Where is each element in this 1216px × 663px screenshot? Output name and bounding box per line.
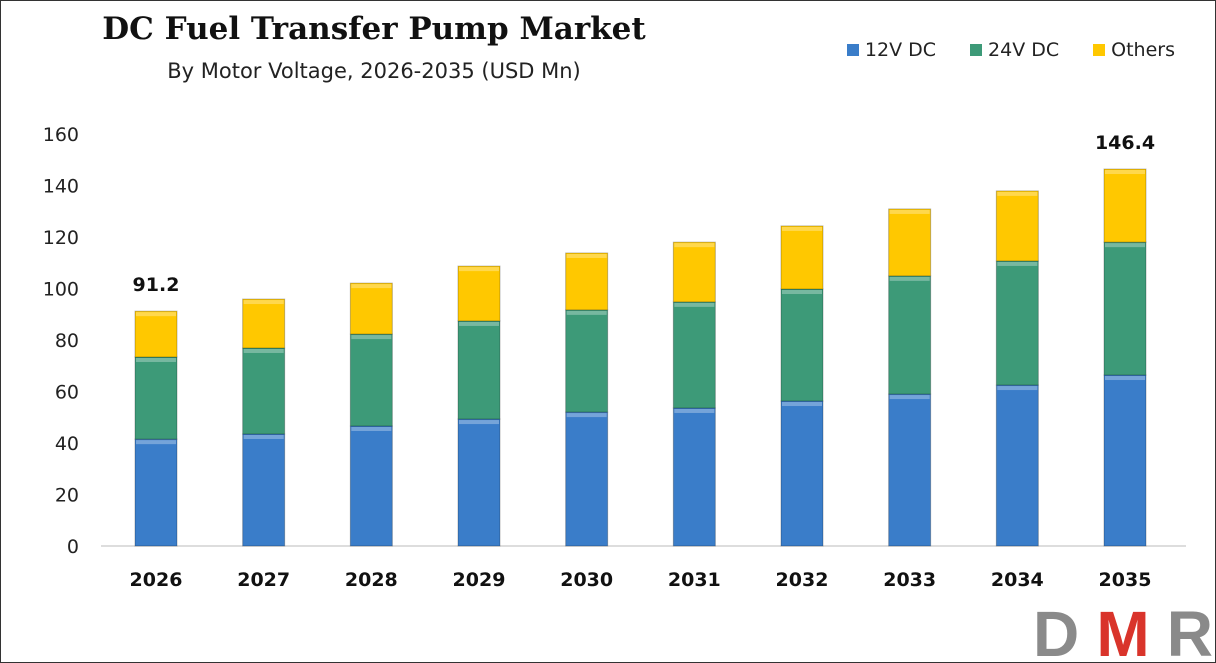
legend-item-24v: 24V DC <box>970 39 1059 61</box>
bar-bevel <box>889 276 930 281</box>
bar-segment-others <box>242 298 286 349</box>
bar-segment-24v-dc <box>349 333 393 427</box>
bar-bevel <box>889 395 930 400</box>
y-tick-label: 100 <box>43 279 79 301</box>
x-tick-label: 2027 <box>237 569 290 591</box>
bar-segment-12v-dc <box>888 393 932 547</box>
bar-segment-others <box>780 225 824 290</box>
legend-label: Others <box>1111 39 1175 61</box>
bar-segment-12v-dc <box>457 418 501 547</box>
bar-segment-24v-dc <box>1103 241 1147 376</box>
x-tick-label: 2026 <box>130 569 183 591</box>
y-tick-label: 160 <box>43 124 79 146</box>
bar-segment-24v-dc <box>565 309 609 413</box>
bar-segment-12v-dc <box>242 433 286 547</box>
chart-title: DC Fuel Transfer Pump Market <box>102 11 646 47</box>
bar-bevel <box>566 253 607 258</box>
legend-swatch-12v <box>846 44 859 56</box>
bar-bevel <box>674 243 715 248</box>
x-tick-label: 2034 <box>991 569 1044 591</box>
y-tick-label: 20 <box>55 485 79 507</box>
bar-bevel <box>351 284 392 289</box>
legend-swatch-others <box>1093 44 1106 56</box>
bar-bevel <box>566 413 607 418</box>
bar-bevel <box>889 209 930 214</box>
bar-segment-others <box>1103 168 1147 243</box>
legend-swatch-24v <box>970 44 983 56</box>
bar-segment-24v-dc <box>672 301 716 409</box>
bar-bevel <box>997 386 1038 391</box>
bar-bevel <box>1105 243 1145 248</box>
bar-bevel <box>351 335 392 340</box>
bar-bevel <box>243 300 284 305</box>
bar-bevel <box>997 191 1038 196</box>
bar-bevel <box>136 440 176 445</box>
bar-segment-others <box>565 252 609 311</box>
bar-bevel <box>1105 376 1145 381</box>
bar-segment-24v-dc <box>457 320 501 420</box>
y-tick-label: 140 <box>43 176 79 198</box>
bar-bevel <box>997 261 1038 266</box>
bar-bevel <box>136 357 176 362</box>
bar-segment-others <box>672 241 716 303</box>
bar-segment-others <box>457 265 501 322</box>
bar-bevel <box>243 348 284 353</box>
bar-bevel <box>674 302 715 307</box>
bar-bevel <box>136 312 176 317</box>
x-tick-label: 2033 <box>883 569 936 591</box>
bar-segment-12v-dc <box>1103 374 1147 547</box>
bar-segment-12v-dc <box>995 384 1039 547</box>
y-tick-label: 40 <box>55 433 79 455</box>
legend-label: 24V DC <box>988 39 1060 61</box>
y-tick-label: 120 <box>43 227 79 249</box>
legend-item-12v: 12V DC <box>846 39 937 61</box>
data-label: 91.2 <box>133 274 180 296</box>
bar-bevel <box>674 408 715 413</box>
chart-subtitle: By Motor Voltage, 2026-2035 (USD Mn) <box>167 59 581 83</box>
y-tick-label: 60 <box>55 382 79 404</box>
bar-segment-24v-dc <box>888 275 932 395</box>
bar-segment-12v-dc <box>565 411 609 547</box>
data-label: 146.4 <box>1095 132 1155 154</box>
y-tick-label: 80 <box>55 330 79 352</box>
bar-segment-24v-dc <box>995 260 1039 386</box>
bar-segment-24v-dc <box>780 288 824 402</box>
x-tick-label: 2029 <box>453 569 506 591</box>
x-tick-label: 2028 <box>345 569 398 591</box>
x-tick-label: 2030 <box>560 569 613 591</box>
bar-segment-12v-dc <box>780 400 824 547</box>
bar-bevel <box>782 402 822 407</box>
bar-segment-12v-dc <box>134 438 178 547</box>
bar-bevel <box>566 310 607 315</box>
bar-bevel <box>459 321 499 326</box>
bar-bevel <box>1105 170 1145 175</box>
bar-bevel <box>782 226 822 231</box>
bar-segment-others <box>349 282 393 335</box>
bar-bevel <box>782 290 822 295</box>
legend-label: 12V DC <box>864 39 937 61</box>
bar-bevel <box>243 434 284 439</box>
bar-segment-others <box>888 208 932 277</box>
bar-segment-others <box>134 310 178 358</box>
x-tick-label: 2035 <box>1099 569 1152 591</box>
bar-segment-24v-dc <box>242 347 286 435</box>
bar-bevel <box>459 420 499 425</box>
bar-segment-12v-dc <box>349 425 393 547</box>
x-tick-label: 2031 <box>668 569 721 591</box>
x-tick-label: 2032 <box>776 569 829 591</box>
bar-segment-24v-dc <box>134 356 178 440</box>
legend: 12V DC 24V DC Others <box>846 39 1175 61</box>
bar-bevel <box>351 427 392 432</box>
bar-segment-others <box>995 190 1039 262</box>
bar-segment-12v-dc <box>672 407 716 547</box>
bar-bevel <box>459 267 499 272</box>
y-tick-label: 0 <box>67 536 79 558</box>
legend-item-others: Others <box>1093 39 1175 61</box>
